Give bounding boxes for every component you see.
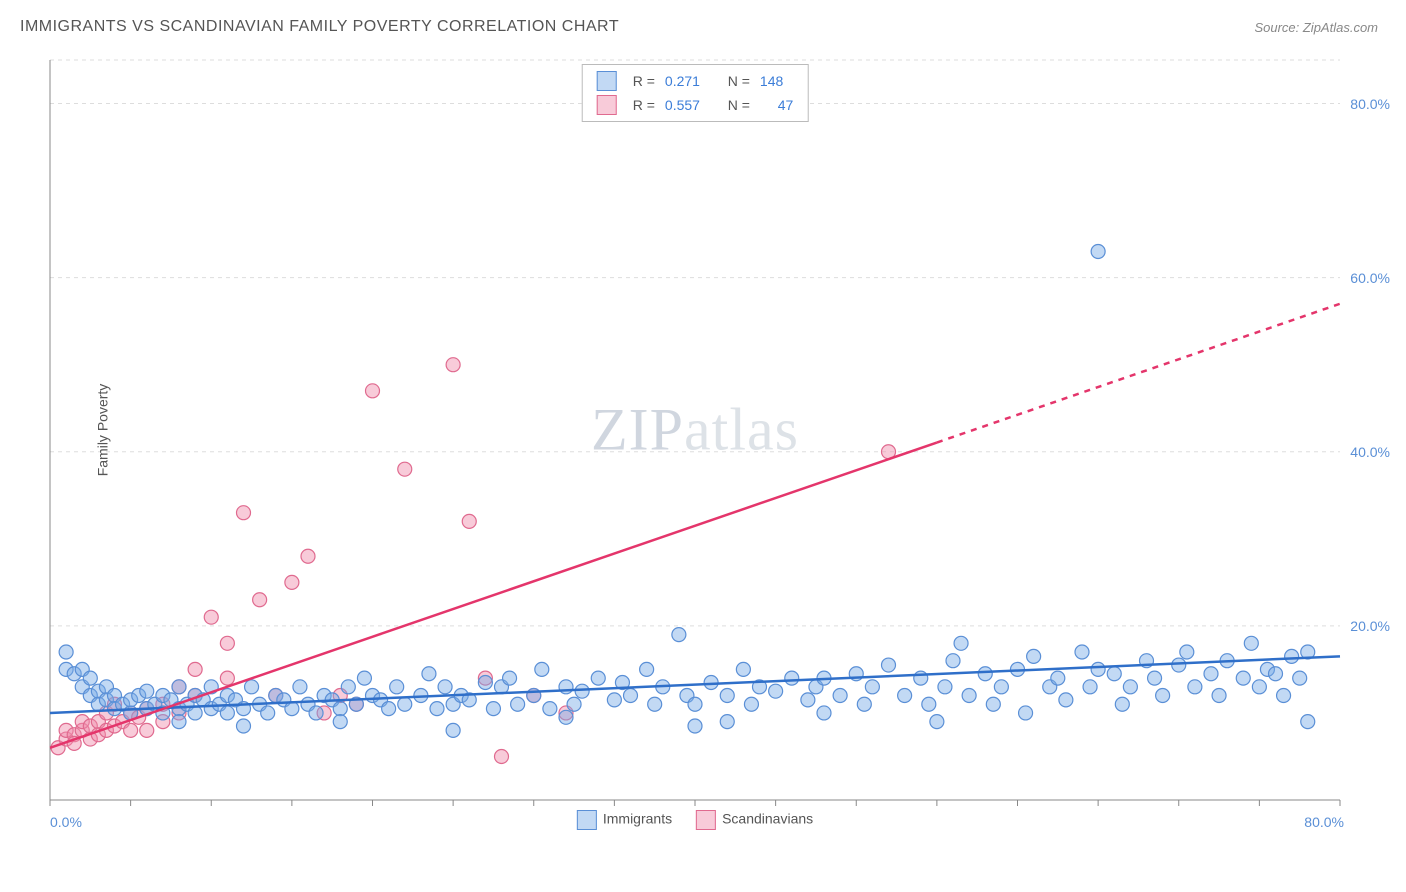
r-value-scandinavians: 0.557 bbox=[665, 97, 700, 113]
scatter-chart bbox=[50, 60, 1340, 800]
bottom-legend: Immigrants Scandinavians bbox=[577, 810, 813, 830]
r-value-immigrants: 0.271 bbox=[665, 73, 700, 89]
correlation-row-scandinavians: R = 0.557 N = 47 bbox=[597, 93, 794, 117]
source-attribution: Source: ZipAtlas.com bbox=[1254, 20, 1378, 35]
n-value-scandinavians: 47 bbox=[778, 97, 794, 113]
legend-item-scandinavians: Scandinavians bbox=[696, 810, 813, 830]
plot-area: Family Poverty ZIPatlas 20.0%40.0%60.0%8… bbox=[50, 60, 1340, 800]
legend-label-immigrants: Immigrants bbox=[603, 811, 672, 827]
y-tick-label: 40.0% bbox=[1350, 444, 1390, 460]
chart-title: IMMIGRANTS VS SCANDINAVIAN FAMILY POVERT… bbox=[20, 18, 619, 36]
y-tick-label: 80.0% bbox=[1350, 96, 1390, 112]
legend-swatch-scandinavians bbox=[696, 810, 716, 830]
y-tick-label: 60.0% bbox=[1350, 270, 1390, 286]
legend-label-scandinavians: Scandinavians bbox=[722, 811, 813, 827]
legend-swatch-scandinavians-top bbox=[597, 95, 617, 115]
y-tick-label: 20.0% bbox=[1350, 618, 1390, 634]
legend-item-immigrants: Immigrants bbox=[577, 810, 672, 830]
y-axis-label: Family Poverty bbox=[94, 384, 110, 477]
legend-swatch-immigrants-top bbox=[597, 71, 617, 91]
correlation-row-immigrants: R = 0.271 N = 148 bbox=[597, 69, 794, 93]
legend-swatch-immigrants bbox=[577, 810, 597, 830]
n-value-immigrants: 148 bbox=[760, 73, 783, 89]
x-axis-origin-label: 0.0% bbox=[50, 814, 82, 830]
correlation-legend: R = 0.271 N = 148 R = 0.557 N = 47 bbox=[582, 64, 809, 122]
x-axis-max-label: 80.0% bbox=[1304, 814, 1344, 830]
